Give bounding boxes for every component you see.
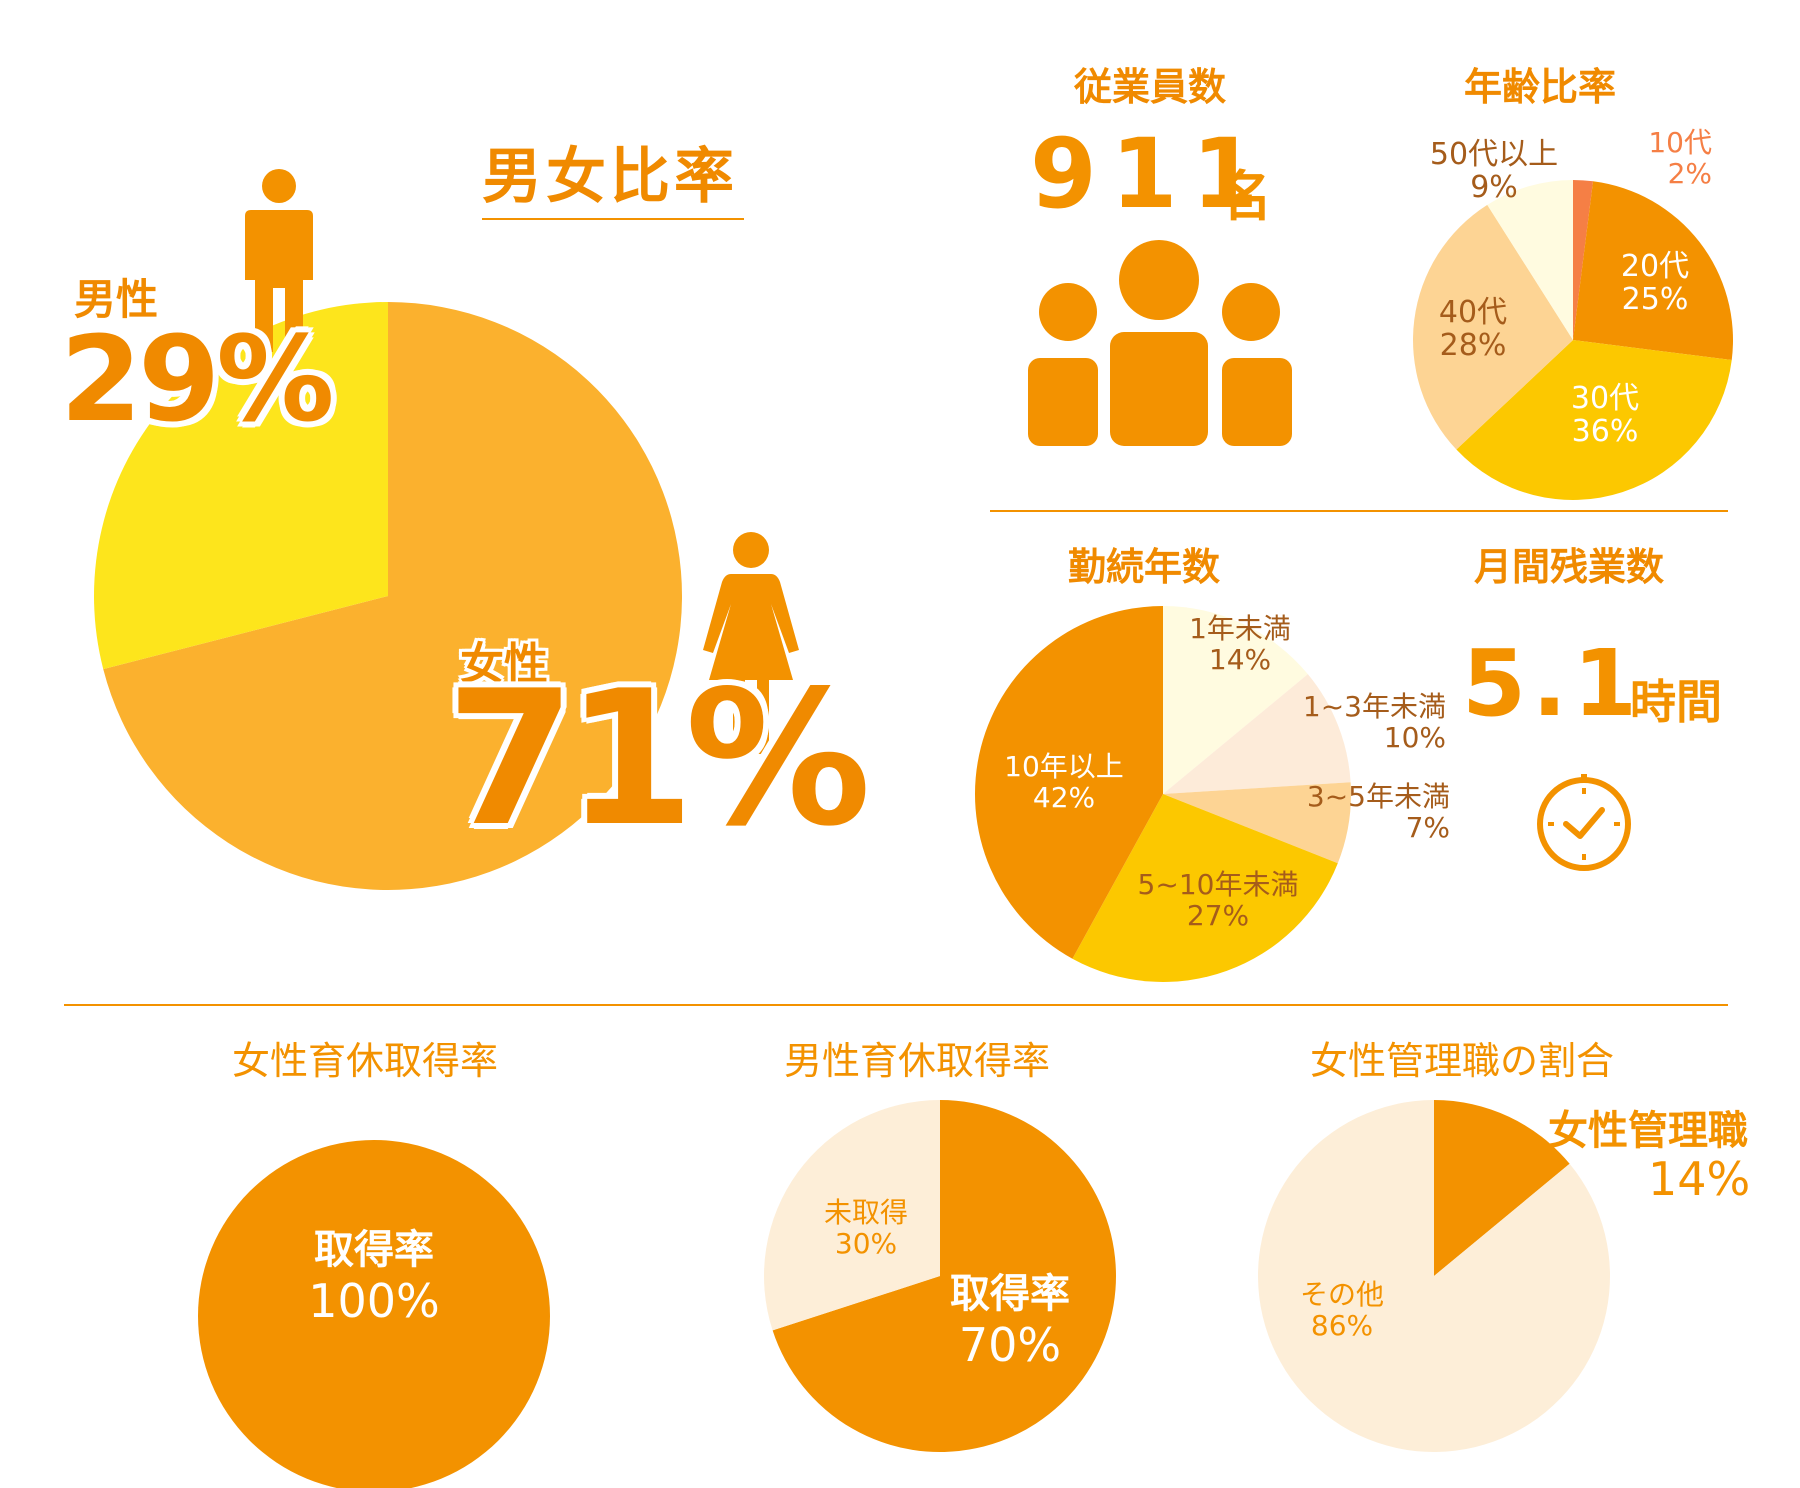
tenure-slice-5	[974, 606, 1163, 959]
female-mgmt-title: 女性管理職の割合	[1310, 1039, 1615, 1083]
age-label-40s: 40代 28%	[1438, 295, 1508, 363]
employees-unit: 名	[1218, 165, 1272, 228]
clock-icon	[1537, 774, 1631, 871]
female-leave-slice-1	[198, 1140, 550, 1488]
age-label-10s: 10代 2%	[1648, 126, 1712, 190]
overtime-title: 月間残業数	[1474, 545, 1665, 589]
bottom-divider	[64, 1004, 1728, 1006]
age-slice-2	[1573, 181, 1734, 361]
age-title: 年齢比率	[1464, 65, 1617, 109]
tenure-slice-4	[1072, 794, 1338, 983]
age-label-20s: 20代 25%	[1620, 249, 1690, 317]
age-slice-3	[1456, 340, 1732, 500]
female-label: 女性	[460, 639, 548, 690]
female-value: 71%	[446, 650, 871, 867]
overtime-number: 5.1	[1462, 630, 1643, 737]
tenure-label-5-10: 5~10年未満 27%	[1137, 868, 1299, 932]
female-leave-center-label: 取得率 100%	[308, 1227, 440, 1328]
gender-slice-2	[103, 302, 683, 890]
people-group-icon	[1028, 240, 1292, 446]
tenure-slice-1	[1163, 606, 1308, 794]
age-slice-4	[1413, 204, 1573, 450]
female-leave-title: 女性育休取得率	[232, 1039, 499, 1083]
female-mgmt-slice-1	[1434, 1100, 1570, 1276]
male-leave-title: 男性育休取得率	[784, 1039, 1051, 1083]
male-leave-not-taken-label: 未取得 30%	[823, 1196, 908, 1260]
female-mgmt-slice-2	[1258, 1100, 1611, 1452]
male-leave-taken-label: 取得率 70%	[950, 1271, 1070, 1372]
male-person-icon	[245, 169, 313, 352]
tenure-label-3-5: 3~5年未満 7%	[1306, 780, 1450, 844]
female-person-icon	[703, 532, 799, 754]
tenure-label-1-3: 1~3年未満 10%	[1302, 690, 1446, 754]
age-slice-1	[1573, 180, 1594, 340]
female-mgmt-value: 14%	[1648, 1152, 1751, 1206]
right-divider	[990, 510, 1728, 512]
employees-title: 従業員数	[1074, 65, 1227, 109]
age-slice-5	[1487, 180, 1573, 340]
overtime-unit: 時間	[1630, 675, 1722, 729]
tenure-label-10plus: 10年以上 42%	[1004, 750, 1124, 814]
male-label: 男性	[74, 275, 159, 324]
gender-slice-1	[94, 302, 389, 670]
male-leave-slice-2	[763, 1100, 940, 1331]
female-mgmt-label: 女性管理職	[1548, 1108, 1748, 1154]
age-label-30s: 30代 36%	[1570, 381, 1640, 449]
tenure-slice-2	[1163, 674, 1351, 794]
tenure-title: 勤続年数	[1068, 545, 1221, 589]
gender-title-underline	[482, 218, 744, 220]
gender-title: 男女比率	[482, 142, 738, 212]
male-value: 29%	[60, 310, 334, 448]
age-label-50s: 50代以上 9%	[1429, 137, 1559, 205]
employees-number: 911	[1030, 118, 1273, 230]
female-mgmt-other-label: その他 86%	[1299, 1278, 1384, 1342]
male-leave-slice-1	[772, 1100, 1116, 1453]
tenure-label-lt1: 1年未満 14%	[1189, 612, 1291, 676]
tenure-slice-3	[1163, 782, 1352, 864]
